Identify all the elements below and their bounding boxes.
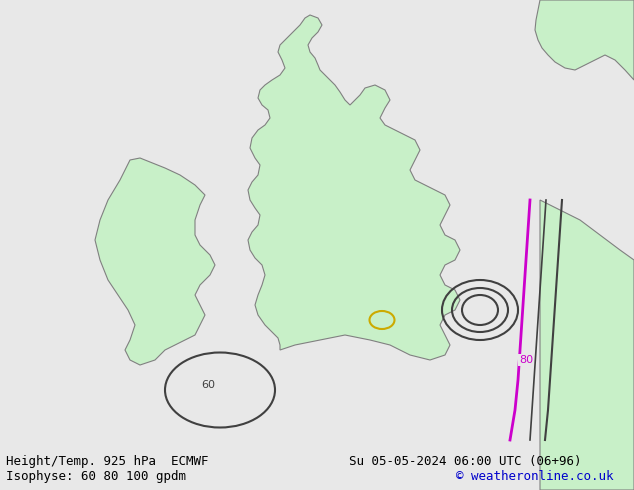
Polygon shape [540,200,634,490]
Text: 60: 60 [201,380,215,390]
Text: © weatheronline.co.uk: © weatheronline.co.uk [456,469,614,483]
Polygon shape [95,158,215,365]
Polygon shape [248,15,460,360]
Text: Su 05-05-2024 06:00 UTC (06+96): Su 05-05-2024 06:00 UTC (06+96) [349,455,581,468]
Polygon shape [535,0,634,80]
Text: Height/Temp. 925 hPa  ECMWF: Height/Temp. 925 hPa ECMWF [6,455,209,468]
Text: 80: 80 [519,355,533,365]
Text: Isophyse: 60 80 100 gpdm: Isophyse: 60 80 100 gpdm [6,469,186,483]
